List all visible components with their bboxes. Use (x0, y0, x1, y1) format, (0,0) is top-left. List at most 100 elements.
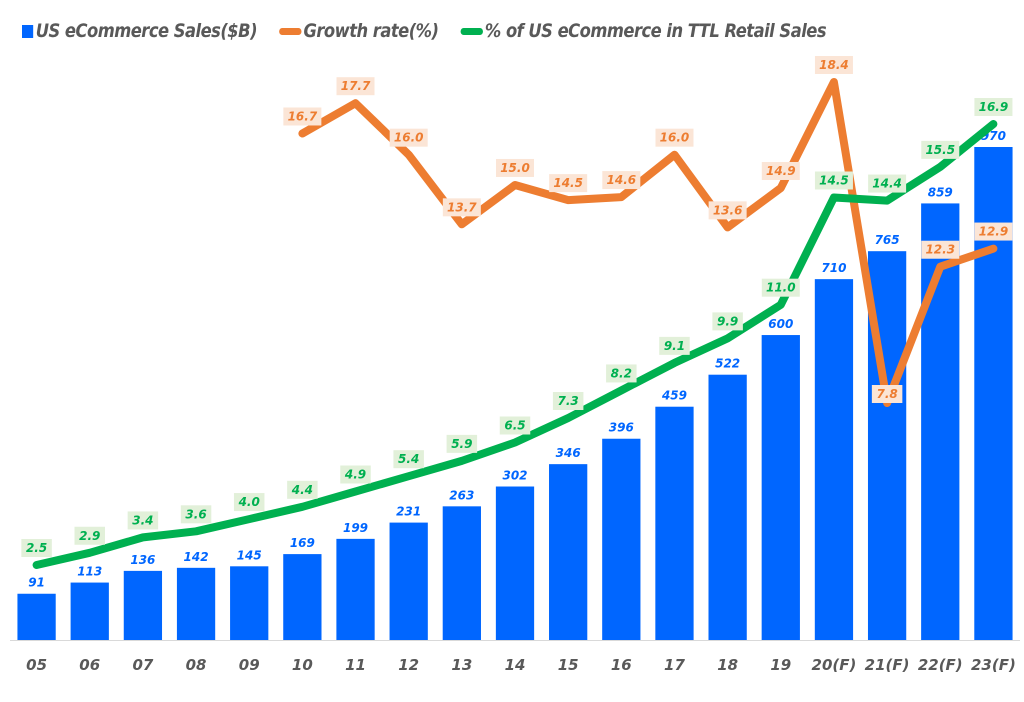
x-axis-ticks: 05 06 07 08 09 10 11 12 13 14 15 16 17 18 19 20(F) 21(F)… (26, 656, 1016, 674)
legend-swatch-sales (22, 24, 34, 38)
legend-swatch-share (460, 27, 484, 35)
bar-label-20(F): 710 (821, 261, 846, 275)
share-label-21(F): 14.4 (872, 177, 902, 191)
share-label-05: 2.5 (26, 541, 47, 555)
bar-label-21(F): 765 (875, 233, 900, 247)
x-tick-22(F): 22(F) (918, 656, 963, 674)
share-label-07: 3.4 (132, 513, 153, 527)
x-tick-10: 10 (292, 656, 313, 674)
share-label-12: 5.4 (398, 452, 419, 466)
bar-label-18: 522 (715, 357, 740, 371)
growth-label-18: 13.6 (713, 203, 743, 217)
growth-label-bg-21(F) (871, 385, 903, 403)
share-label-bg-19 (761, 278, 800, 297)
share-line-path (32, 120, 998, 569)
bar-20(F) (814, 279, 854, 640)
growth-label-19: 14.9 (766, 164, 796, 178)
share-label-18: 9.9 (717, 314, 738, 328)
growth-label-bg-19 (761, 161, 800, 180)
bar-17 (655, 406, 694, 640)
share-label-bg-18 (712, 312, 743, 331)
x-tick-20(F): 20(F) (812, 656, 857, 674)
growth-label-bg-15 (549, 174, 588, 193)
share-label-08: 3.6 (185, 507, 206, 521)
bar-08 (176, 567, 216, 640)
share-label-19: 11.0 (766, 281, 796, 295)
growth-label-bg-18 (708, 201, 747, 220)
growth-label-21(F): 7.8 (876, 387, 897, 401)
growth-label-bg-14 (496, 158, 534, 177)
share-label-bg-13 (446, 434, 478, 453)
growth-label-bg-12 (389, 128, 428, 147)
bar-label-17: 459 (661, 389, 687, 403)
growth-label-bg-13 (442, 198, 481, 217)
legend-label-sales: US eCommerce Sales($B) (35, 20, 258, 42)
share-label-09: 4.0 (238, 495, 260, 509)
share-label-22(F): 15.5 (925, 143, 955, 157)
bar-series-sales (17, 147, 1013, 640)
growth-line-path (298, 78, 998, 407)
share-label-bg-17 (659, 336, 690, 355)
share-label-bg-11 (340, 465, 371, 484)
share-label-20(F): 14.5 (819, 174, 849, 188)
x-tick-21(F): 21(F) (865, 656, 910, 674)
bar-label-22(F): 859 (928, 185, 953, 199)
growth-label-17: 16.0 (660, 131, 690, 145)
x-tick-15: 15 (558, 656, 579, 674)
bar-label-07: 136 (130, 553, 155, 567)
bar-23(F) (974, 147, 1013, 640)
x-tick-05: 05 (26, 656, 47, 674)
x-tick-07: 07 (132, 656, 153, 674)
line-series-growth: 16.7 17.7 16.0 13.7 15.0 14.5 14.6 16.0 13.6 14.9… (283, 56, 1013, 407)
chart-legend: US eCommerce Sales($B) Growth rate(%) % … (22, 20, 848, 42)
x-tick-19: 19 (770, 656, 791, 674)
bar-07 (123, 570, 163, 640)
share-label-17: 9.1 (664, 339, 685, 353)
growth-label-bg-16 (602, 171, 641, 190)
x-tick-06: 06 (79, 656, 100, 674)
share-label-bg-08 (180, 505, 212, 524)
share-label-bg-14 (499, 416, 531, 435)
bar-09 (230, 566, 269, 640)
bar-13 (442, 506, 481, 640)
x-tick-23(F): 23(F) (971, 656, 1016, 674)
bar-16 (602, 438, 641, 640)
bar-label-14: 302 (502, 469, 527, 483)
growth-label-bg-10 (283, 107, 322, 126)
growth-label-bg-22(F) (921, 240, 960, 259)
growth-label-13: 13.7 (447, 200, 477, 214)
growth-label-14: 15.0 (500, 161, 530, 175)
growth-label-10: 16.7 (288, 109, 318, 123)
growth-label-22(F): 12.3 (925, 243, 955, 257)
growth-label-11: 17.7 (341, 79, 371, 93)
bar-label-10: 169 (290, 536, 315, 550)
bar-label-09: 145 (237, 548, 262, 562)
bar-14 (495, 486, 535, 640)
bar-label-11: 199 (343, 521, 368, 535)
growth-label-23(F): 12.9 (979, 225, 1009, 239)
share-label-bg-23(F) (974, 98, 1013, 116)
share-label-bg-20(F) (814, 171, 853, 190)
x-tick-16: 16 (611, 656, 632, 674)
x-tick-11: 11 (345, 656, 366, 674)
growth-label-bg-23(F) (974, 222, 1013, 241)
legend-item-sales: US eCommerce Sales($B) (22, 20, 258, 42)
x-tick-08: 08 (186, 656, 207, 674)
share-label-11: 4.9 (344, 468, 366, 482)
share-label-bg-16 (606, 364, 637, 383)
x-tick-18: 18 (717, 656, 738, 674)
share-label-bg-10 (287, 480, 318, 499)
bar-15 (549, 464, 588, 640)
legend-label-growth: Growth rate(%) (303, 20, 439, 42)
bar-05 (17, 593, 56, 640)
growth-label-bg-17 (655, 128, 694, 147)
bar-12 (389, 522, 428, 640)
bar-label-08: 142 (184, 550, 209, 564)
growth-label-16: 14.6 (607, 173, 637, 187)
share-label-bg-12 (393, 450, 424, 469)
x-tick-14: 14 (505, 656, 526, 674)
share-label-15: 7.3 (558, 394, 579, 408)
bar-19 (761, 335, 800, 640)
bar-06 (70, 582, 109, 640)
bar-11 (336, 538, 375, 640)
